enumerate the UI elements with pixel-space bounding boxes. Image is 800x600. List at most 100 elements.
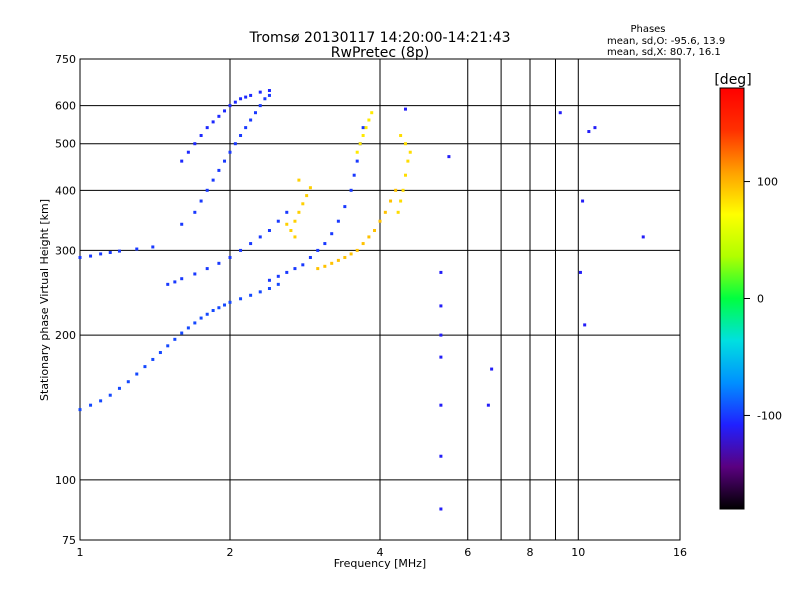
data-point [578, 270, 582, 274]
data-point [228, 300, 232, 304]
data-point [355, 159, 359, 163]
data-point [396, 210, 400, 214]
data-point [490, 367, 494, 371]
data-point [173, 337, 177, 341]
x-tick-labels: 1 2 4 6 8 10 16 [77, 546, 688, 559]
data-point [276, 282, 280, 286]
data-point [355, 150, 359, 154]
data-point [439, 304, 443, 308]
data-point [117, 386, 121, 390]
y-tick-label: 100 [55, 474, 76, 487]
data-point [173, 280, 177, 284]
y-tick-label: 300 [55, 244, 76, 257]
data-point [316, 267, 320, 271]
data-point [289, 228, 293, 232]
data-point [205, 126, 209, 130]
x-tick-label: 6 [464, 546, 471, 559]
data-point [394, 188, 398, 192]
data-point [126, 380, 130, 384]
x-tick-label: 16 [673, 546, 687, 559]
x-tick-label: 10 [571, 546, 585, 559]
data-point [267, 89, 271, 93]
data-point [583, 323, 587, 327]
data-point [249, 293, 253, 297]
data-point [186, 326, 190, 330]
y-tick-label: 500 [55, 138, 76, 151]
data-point [367, 118, 371, 122]
data-point [439, 355, 443, 359]
data-point [239, 134, 243, 138]
data-point [258, 235, 262, 239]
colorbar-ticks: 100 0 -100 [744, 176, 782, 422]
data-point [361, 134, 365, 138]
data-point [439, 333, 443, 337]
data-point [151, 357, 155, 361]
data-point [89, 403, 93, 407]
data-point [186, 150, 190, 154]
data-point [349, 188, 353, 192]
data-point [558, 111, 562, 115]
data-point [217, 261, 221, 265]
data-point [297, 210, 301, 214]
data-point [258, 104, 262, 108]
x-tick-label: 2 [227, 546, 234, 559]
data-point [406, 159, 410, 163]
data-point [276, 219, 280, 223]
data-point [447, 155, 451, 159]
data-point [293, 267, 297, 271]
data-point [358, 142, 362, 146]
data-point [587, 130, 591, 134]
data-point [401, 188, 405, 192]
data-point [297, 178, 301, 182]
data-point [249, 93, 253, 97]
data-point [199, 316, 203, 320]
data-point [308, 255, 312, 259]
phase-info-o: mean, sd,O: -95.6, 13.9 [607, 36, 725, 47]
data-point [223, 159, 227, 163]
data-point [361, 242, 365, 246]
data-point [316, 248, 320, 252]
data-point [370, 111, 374, 115]
data-point [285, 270, 289, 274]
data-point [143, 365, 147, 369]
data-point [211, 178, 215, 182]
data-point [217, 114, 221, 118]
data-point [285, 210, 289, 214]
x-axis-label: Frequency [MHz] [334, 557, 426, 570]
y-tick-label: 75 [62, 534, 76, 547]
data-point [180, 222, 184, 226]
data-point [267, 278, 271, 282]
data-point [239, 297, 243, 301]
data-point [239, 248, 243, 252]
data-point [352, 173, 356, 177]
data-point [223, 109, 227, 113]
data-point [211, 120, 215, 124]
data-point [276, 274, 280, 278]
data-point [399, 134, 403, 138]
data-point [486, 403, 490, 407]
data-point [439, 270, 443, 274]
data-point [193, 142, 197, 146]
x-tick-label: 4 [377, 546, 384, 559]
colorbar-label: [deg] [714, 72, 751, 88]
data-point [285, 222, 289, 226]
data-point [89, 254, 93, 258]
y-tick-label: 400 [55, 184, 76, 197]
data-point [193, 210, 197, 214]
colorbar-tick-label: 0 [757, 293, 764, 306]
data-point [355, 248, 359, 252]
phase-info-x: mean, sd,X: 80.7, 16.1 [607, 47, 721, 58]
data-point [233, 100, 237, 104]
data-point [343, 205, 347, 209]
data-point [199, 134, 203, 138]
data-point [336, 219, 340, 223]
data-point [403, 142, 407, 146]
data-point [78, 255, 82, 259]
colorbar-tick-label: 100 [757, 176, 778, 189]
data-point [217, 306, 221, 310]
data-point [383, 210, 387, 214]
data-point [330, 232, 334, 236]
plot-grid [80, 59, 680, 540]
data-point [180, 277, 184, 281]
